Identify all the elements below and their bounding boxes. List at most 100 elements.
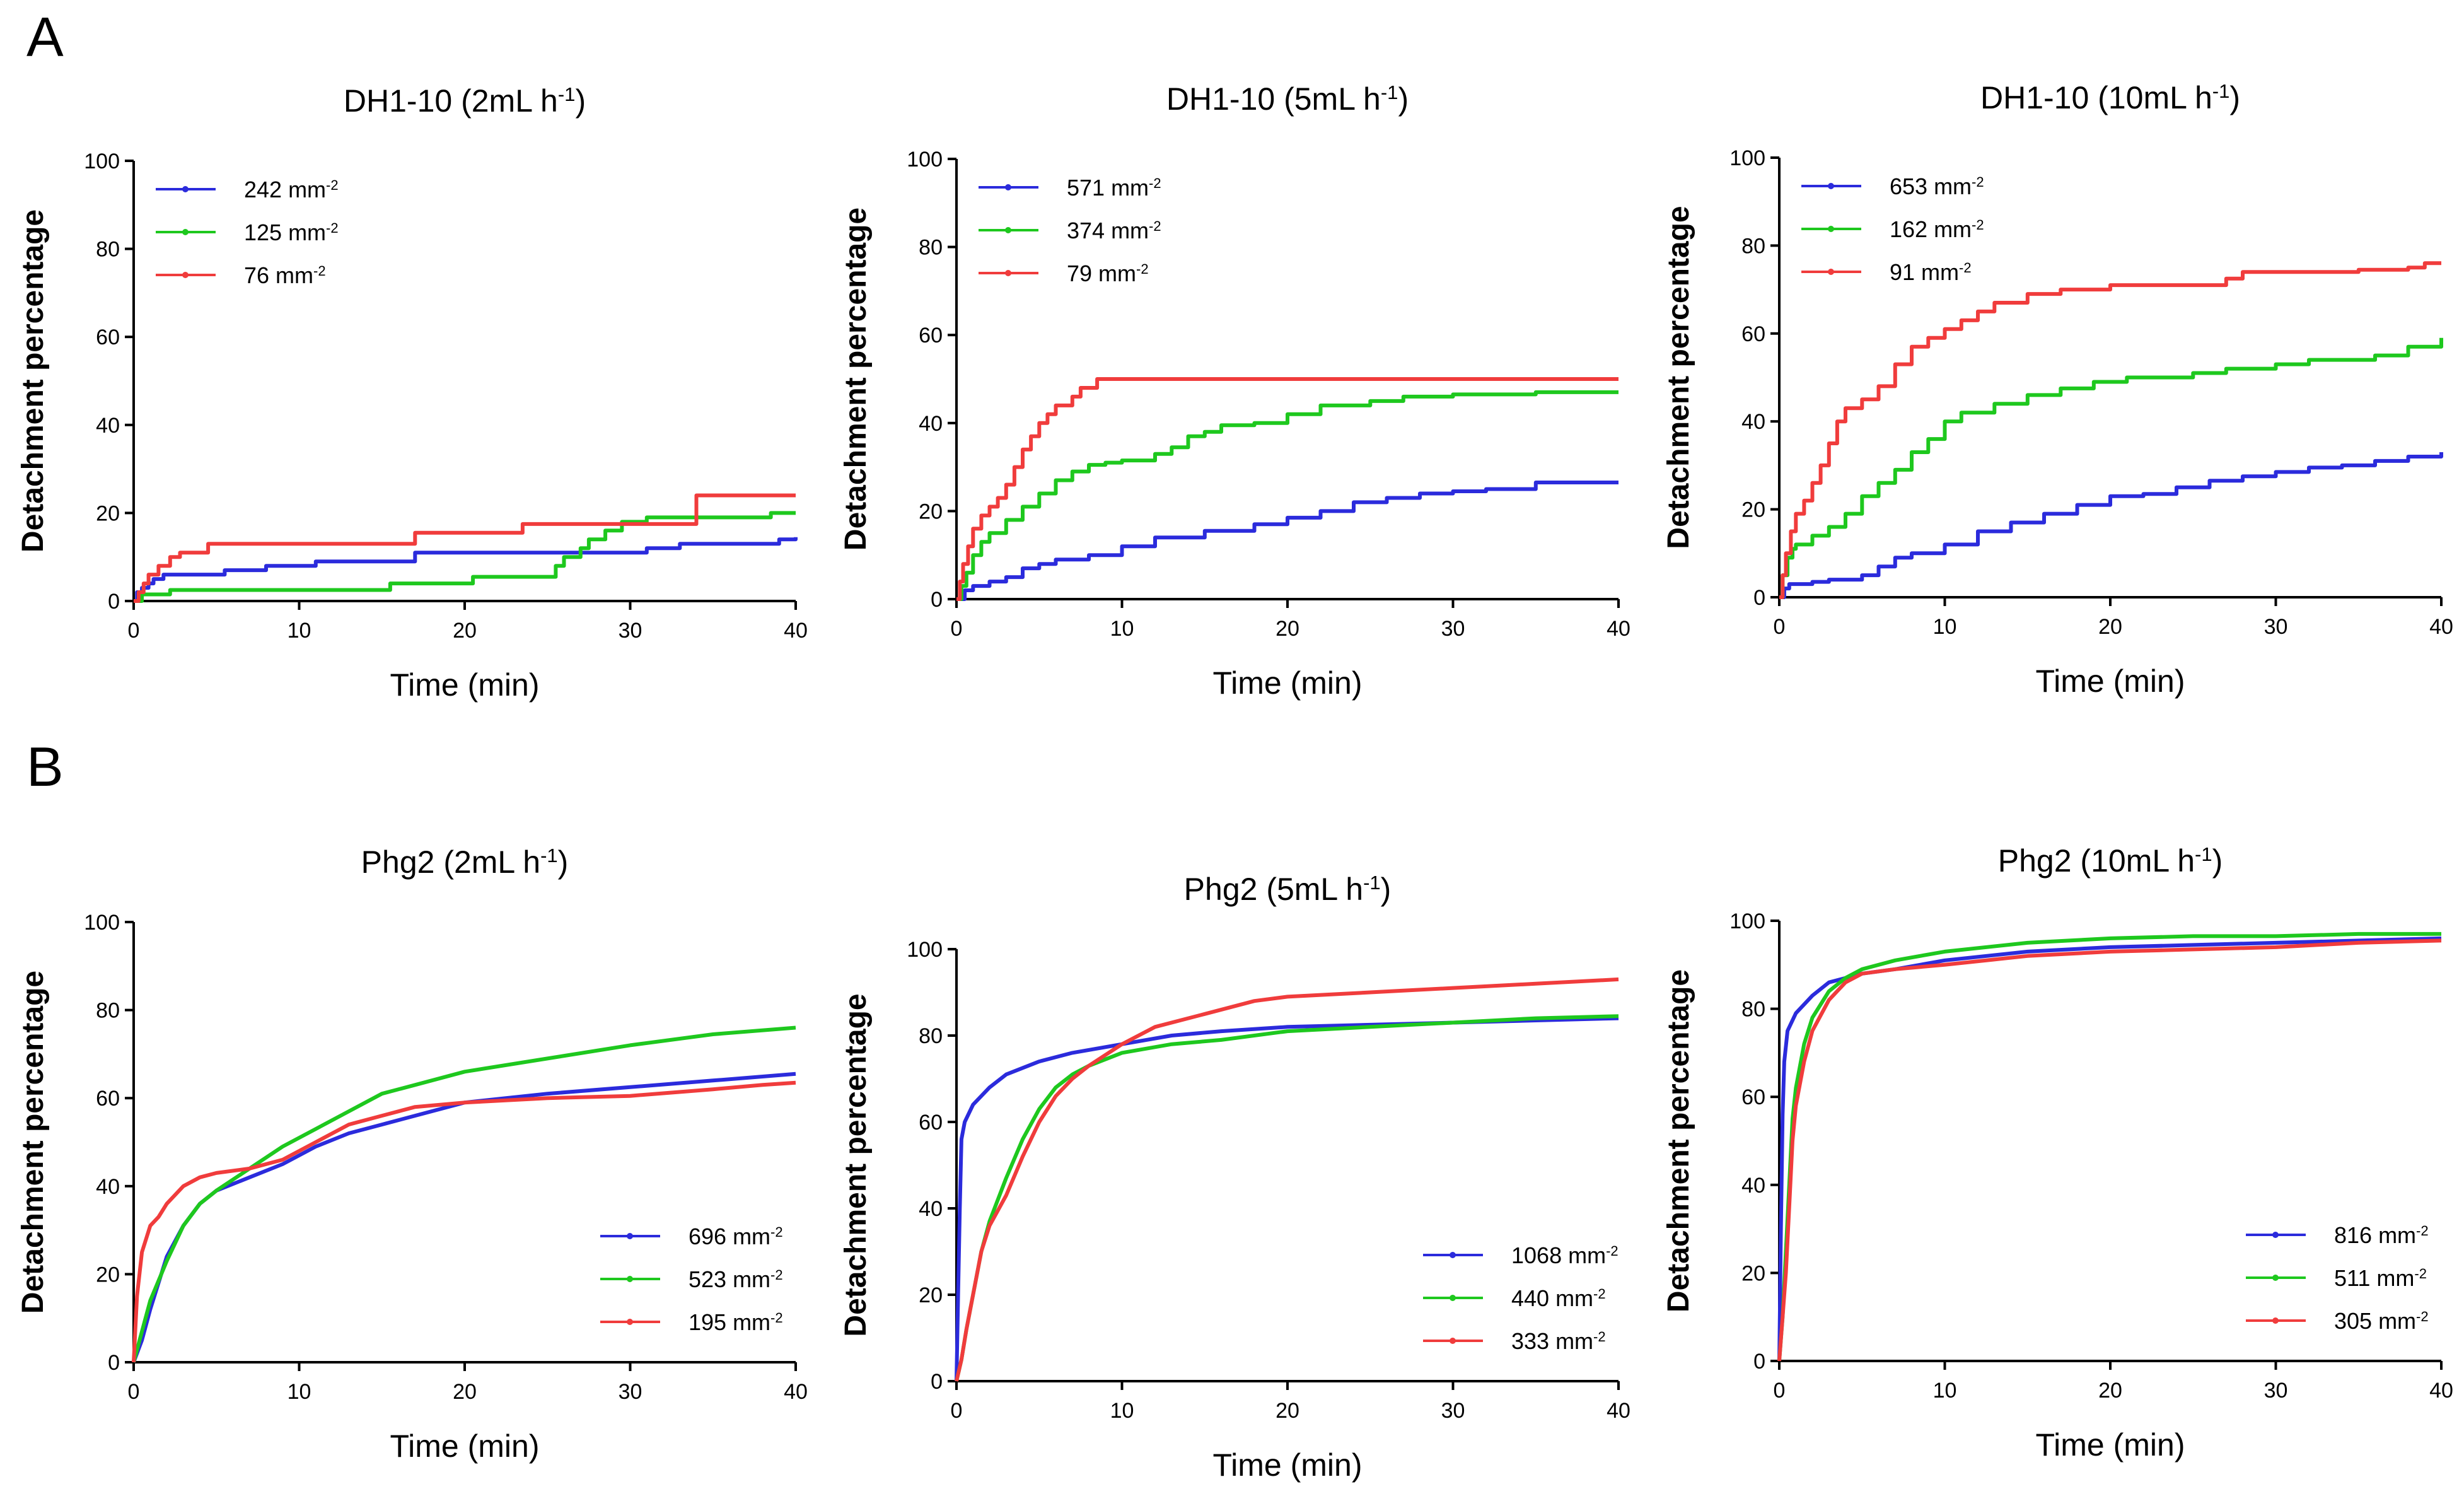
x-axis-label: Time (min) xyxy=(1212,665,1362,701)
series-line xyxy=(1779,261,2441,599)
y-tick-label: 0 xyxy=(108,590,120,614)
chart-title: Phg2 (5mL h-1) xyxy=(1184,872,1392,908)
x-tick-label: 30 xyxy=(1441,1399,1465,1423)
legend-label: 91 mm-2 xyxy=(1890,259,1972,285)
x-tick-label: 40 xyxy=(1607,617,1630,641)
y-tick-label: 0 xyxy=(931,1370,943,1394)
y-tick-label: 100 xyxy=(84,149,120,173)
x-tick-label: 20 xyxy=(453,1380,477,1404)
chart-phg2-2ml: Phg2 (2mL h-1) 0 20 40 60 80 100 0 10 20 30 40 Time … xyxy=(16,844,808,1464)
legend-marker xyxy=(1450,1252,1456,1258)
y-tick-label: 0 xyxy=(1753,586,1765,610)
x-tick-label: 10 xyxy=(1110,617,1134,641)
legend-label: 305 mm-2 xyxy=(2334,1308,2429,1334)
x-tick-label: 0 xyxy=(128,1380,140,1404)
chart-dh1-10-2ml: DH1-10 (2mL h-1) 0 20 40 60 80 100 0 10 20 30 40 Tim… xyxy=(16,83,808,703)
legend-label: 653 mm-2 xyxy=(1890,173,1984,199)
chart-title: DH1-10 (5mL h-1) xyxy=(1166,81,1409,117)
y-tick-label: 100 xyxy=(907,938,943,962)
legend-marker xyxy=(627,1319,633,1325)
legend-label: 333 mm-2 xyxy=(1511,1328,1606,1354)
y-tick-label: 0 xyxy=(1753,1350,1765,1374)
legend-marker xyxy=(1450,1338,1456,1344)
legend-label: 242 mm-2 xyxy=(244,177,339,202)
x-axis-label: Time (min) xyxy=(2035,1427,2185,1463)
legend-marker xyxy=(1005,270,1011,276)
x-axis-label: Time (min) xyxy=(390,1428,539,1464)
chart-dh1-10-10ml: DH1-10 (10mL h-1) 0 20 40 60 80 100 0 10 20 30 40 Ti… xyxy=(1662,80,2453,699)
legend-marker xyxy=(1828,226,1834,232)
chart-phg2-5ml: Phg2 (5mL h-1) 0 20 40 60 80 100 0 10 20 30 40 Time … xyxy=(839,872,1630,1483)
y-tick-label: 40 xyxy=(1741,410,1765,434)
legend-marker xyxy=(1005,227,1011,233)
x-tick-label: 40 xyxy=(1607,1399,1630,1423)
x-axis-label: Time (min) xyxy=(2035,663,2185,699)
x-tick-label: 10 xyxy=(1933,615,1957,639)
x-tick-label: 40 xyxy=(784,619,808,643)
x-tick-label: 10 xyxy=(288,1380,311,1404)
x-tick-label: 30 xyxy=(1441,617,1465,641)
legend-label: 76 mm-2 xyxy=(244,262,326,288)
y-axis-label: Detachment percentage xyxy=(839,993,873,1336)
y-tick-label: 60 xyxy=(96,1087,120,1111)
series-line xyxy=(134,511,796,603)
y-tick-label: 40 xyxy=(1741,1174,1765,1198)
x-tick-label: 40 xyxy=(2429,1379,2453,1403)
chart-phg2-10ml: Phg2 (10mL h-1) 0 20 40 60 80 100 0 10 20 30 40 Time… xyxy=(1662,843,2453,1463)
x-tick-label: 0 xyxy=(1774,615,1786,639)
legend-label: 374 mm-2 xyxy=(1067,218,1161,243)
y-tick-label: 80 xyxy=(1741,998,1765,1022)
x-axis-label: Time (min) xyxy=(390,667,539,703)
legend-label: 511 mm-2 xyxy=(2334,1265,2427,1291)
legend-label: 571 mm-2 xyxy=(1067,175,1161,201)
x-tick-label: 30 xyxy=(2264,1379,2288,1403)
legend-marker xyxy=(1450,1295,1456,1301)
y-tick-label: 40 xyxy=(96,414,120,438)
x-tick-label: 0 xyxy=(951,1399,963,1423)
x-tick-label: 40 xyxy=(2429,615,2453,639)
y-tick-label: 20 xyxy=(1741,498,1765,522)
x-tick-label: 20 xyxy=(2098,615,2122,639)
x-tick-label: 0 xyxy=(128,619,140,643)
x-tick-label: 0 xyxy=(1774,1379,1786,1403)
series-line xyxy=(1777,938,2442,1362)
y-tick-label: 80 xyxy=(96,999,120,1023)
y-tick-label: 0 xyxy=(108,1351,120,1375)
legend-marker xyxy=(1828,269,1834,275)
legend-label: 440 mm-2 xyxy=(1511,1285,1606,1311)
legend-marker xyxy=(182,186,189,192)
y-tick-label: 80 xyxy=(919,236,943,260)
legend-marker xyxy=(182,229,189,235)
series-line xyxy=(1779,337,2443,599)
x-axis-label: Time (min) xyxy=(1212,1447,1362,1483)
y-axis-label: Detachment percentage xyxy=(839,207,873,551)
panel-label-a: A xyxy=(26,6,64,68)
y-tick-label: 20 xyxy=(96,501,120,525)
y-tick-label: 40 xyxy=(919,412,943,436)
series-line xyxy=(955,1014,1619,1382)
series-line xyxy=(956,390,1618,601)
x-tick-label: 10 xyxy=(1933,1379,1957,1403)
legend-marker xyxy=(627,1233,633,1239)
legend-label: 523 mm-2 xyxy=(689,1266,783,1292)
panel-label-b: B xyxy=(26,735,64,798)
y-axis-label: Detachment percentage xyxy=(1662,969,1695,1312)
series-line xyxy=(132,1080,796,1363)
x-tick-label: 30 xyxy=(2264,615,2288,639)
y-tick-label: 60 xyxy=(96,325,120,349)
y-tick-label: 20 xyxy=(1741,1261,1765,1285)
x-tick-label: 40 xyxy=(784,1380,808,1404)
legend-marker xyxy=(2272,1275,2279,1281)
y-tick-label: 60 xyxy=(919,1111,943,1135)
x-tick-label: 20 xyxy=(2098,1379,2122,1403)
x-tick-label: 10 xyxy=(288,619,311,643)
series-line xyxy=(956,377,1618,601)
y-tick-label: 80 xyxy=(96,238,120,262)
legend-marker xyxy=(2272,1317,2279,1324)
series-line xyxy=(132,1025,796,1363)
y-tick-label: 60 xyxy=(1741,1085,1765,1109)
series-line xyxy=(1777,936,2442,1362)
series-line xyxy=(1779,452,2443,599)
x-tick-label: 20 xyxy=(453,619,477,643)
